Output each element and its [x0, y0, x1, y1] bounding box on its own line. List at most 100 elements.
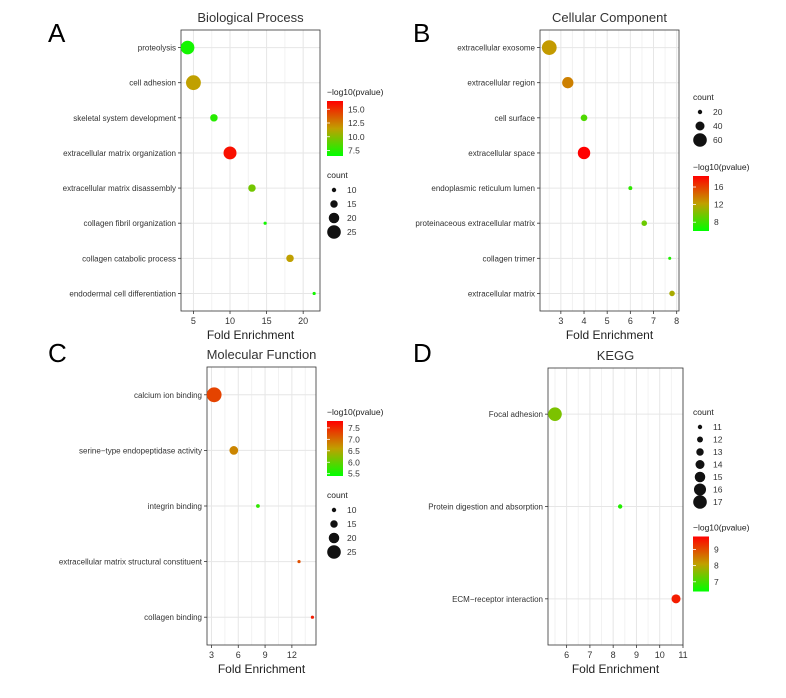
data-point	[223, 146, 237, 160]
chart-title: Cellular Component	[552, 10, 667, 25]
y-tick-label: collagen catabolic process	[82, 254, 176, 263]
size-legend-dot	[328, 212, 340, 224]
y-tick-label: cell adhesion	[129, 79, 176, 88]
color-legend-label: 15.0	[348, 104, 365, 114]
x-axis-label: Fold Enrichment	[572, 662, 660, 676]
size-legend-label: 60	[713, 135, 723, 145]
y-tick-label: collagen binding	[144, 613, 202, 622]
size-legend-dot	[695, 121, 705, 131]
size-legend-dot	[693, 133, 707, 147]
x-tick-label: 11	[678, 650, 687, 660]
size-legend-title: count	[327, 490, 348, 500]
data-point	[669, 290, 675, 297]
size-legend-title: count	[693, 92, 714, 102]
panel-letter: B	[413, 18, 430, 48]
color-legend-bar	[327, 421, 343, 476]
size-legend-label: 15	[347, 519, 357, 529]
data-point	[580, 114, 588, 122]
panel-d: D KEGG Focal adhesion Protein digestion and…	[413, 338, 750, 676]
plot-frame	[539, 29, 680, 312]
size-legend-label: 17	[713, 497, 723, 507]
color-legend-title: −log10(pvalue)	[327, 87, 384, 97]
y-tick-label: proteolysis	[138, 44, 176, 53]
data-point	[541, 40, 557, 55]
x-tick-label: 9	[634, 650, 639, 660]
data-point	[186, 75, 201, 91]
chart-title: KEGG	[597, 348, 635, 363]
data-point	[312, 291, 316, 296]
x-tick-label: 10	[225, 316, 235, 326]
x-tick-label: 7	[587, 650, 592, 660]
plot-background	[181, 30, 320, 311]
x-tick-label: 20	[298, 316, 308, 326]
size-legend-dot	[696, 448, 704, 456]
size-legend-label: 20	[713, 107, 723, 117]
x-axis-label: Fold Enrichment	[218, 662, 306, 676]
y-tick-label: extracellular exosome	[457, 44, 535, 53]
size-legend-label: 20	[347, 533, 357, 543]
size-legend-label: 14	[713, 460, 723, 470]
x-tick-label: 6	[564, 650, 569, 660]
x-tick-label: 3	[558, 316, 563, 326]
y-tick-label: Protein digestion and absorption	[428, 503, 543, 512]
x-tick-label: 12	[287, 650, 297, 660]
x-tick-label: 6	[236, 650, 241, 660]
plot-frame	[180, 29, 321, 312]
size-legend-title: count	[693, 407, 714, 417]
color-legend-label: 7.0	[348, 434, 360, 444]
data-point	[548, 407, 562, 421]
panel-letter: A	[48, 18, 66, 48]
color-legend-bar	[327, 101, 343, 156]
data-point	[617, 504, 623, 509]
data-point	[180, 40, 195, 55]
y-tick-label: extracellular matrix	[468, 289, 535, 298]
chart-title: Molecular Function	[207, 347, 317, 362]
x-tick-label: 8	[611, 650, 616, 660]
y-tick-label: serine−type endopeptidase activity	[79, 446, 202, 455]
y-tick-label: endodermal cell differentiation	[69, 289, 176, 298]
color-legend-label: 8	[714, 217, 719, 227]
data-point	[310, 615, 315, 619]
size-legend-label: 13	[713, 447, 723, 457]
color-legend-title: −log10(pvalue)	[693, 523, 750, 533]
panel-letter: C	[48, 338, 67, 368]
y-tick-label: extracellular matrix structural constitu…	[59, 558, 203, 567]
y-tick-label: integrin binding	[148, 502, 202, 511]
color-legend-label: 7.5	[348, 146, 360, 156]
x-tick-label: 4	[582, 316, 587, 326]
color-legend-label: 6.0	[348, 457, 360, 467]
color-legend-bar	[693, 536, 709, 592]
size-legend-dot	[330, 200, 338, 208]
y-tick-label: extracellular space	[468, 149, 535, 158]
x-tick-label: 3	[209, 650, 214, 660]
color-legend-label: 8	[714, 561, 719, 571]
data-point	[297, 560, 301, 564]
color-legend-label: 12.5	[348, 118, 365, 128]
y-tick-label: collagen trimer	[483, 254, 536, 263]
size-legend-dot	[697, 424, 703, 430]
color-legend-bar	[693, 176, 709, 231]
data-point	[263, 221, 267, 225]
x-tick-label: 8	[674, 316, 679, 326]
size-legend-dot	[693, 495, 707, 509]
size-legend-label: 15	[713, 472, 723, 482]
panel-b: B Cellular Component extracellular exosome…	[413, 10, 750, 342]
data-point	[248, 184, 256, 192]
y-tick-label: skeletal system development	[73, 114, 176, 123]
x-tick-label: 7	[651, 316, 656, 326]
size-legend-dot	[330, 520, 338, 528]
data-point	[256, 504, 260, 508]
size-legend-title: count	[327, 170, 348, 180]
color-legend-title: −log10(pvalue)	[693, 162, 750, 172]
x-tick-label: 5	[605, 316, 610, 326]
x-tick-label: 5	[191, 316, 196, 326]
y-tick-label: ECM−receptor interaction	[452, 595, 543, 604]
size-legend-dot	[327, 545, 341, 559]
color-legend-label: 9	[714, 544, 719, 554]
size-legend-dot	[694, 471, 706, 483]
size-legend-label: 16	[713, 485, 723, 495]
color-legend-label: 5.5	[348, 469, 360, 479]
color-legend-label: 7	[714, 577, 719, 587]
size-legend-dot	[697, 436, 703, 443]
